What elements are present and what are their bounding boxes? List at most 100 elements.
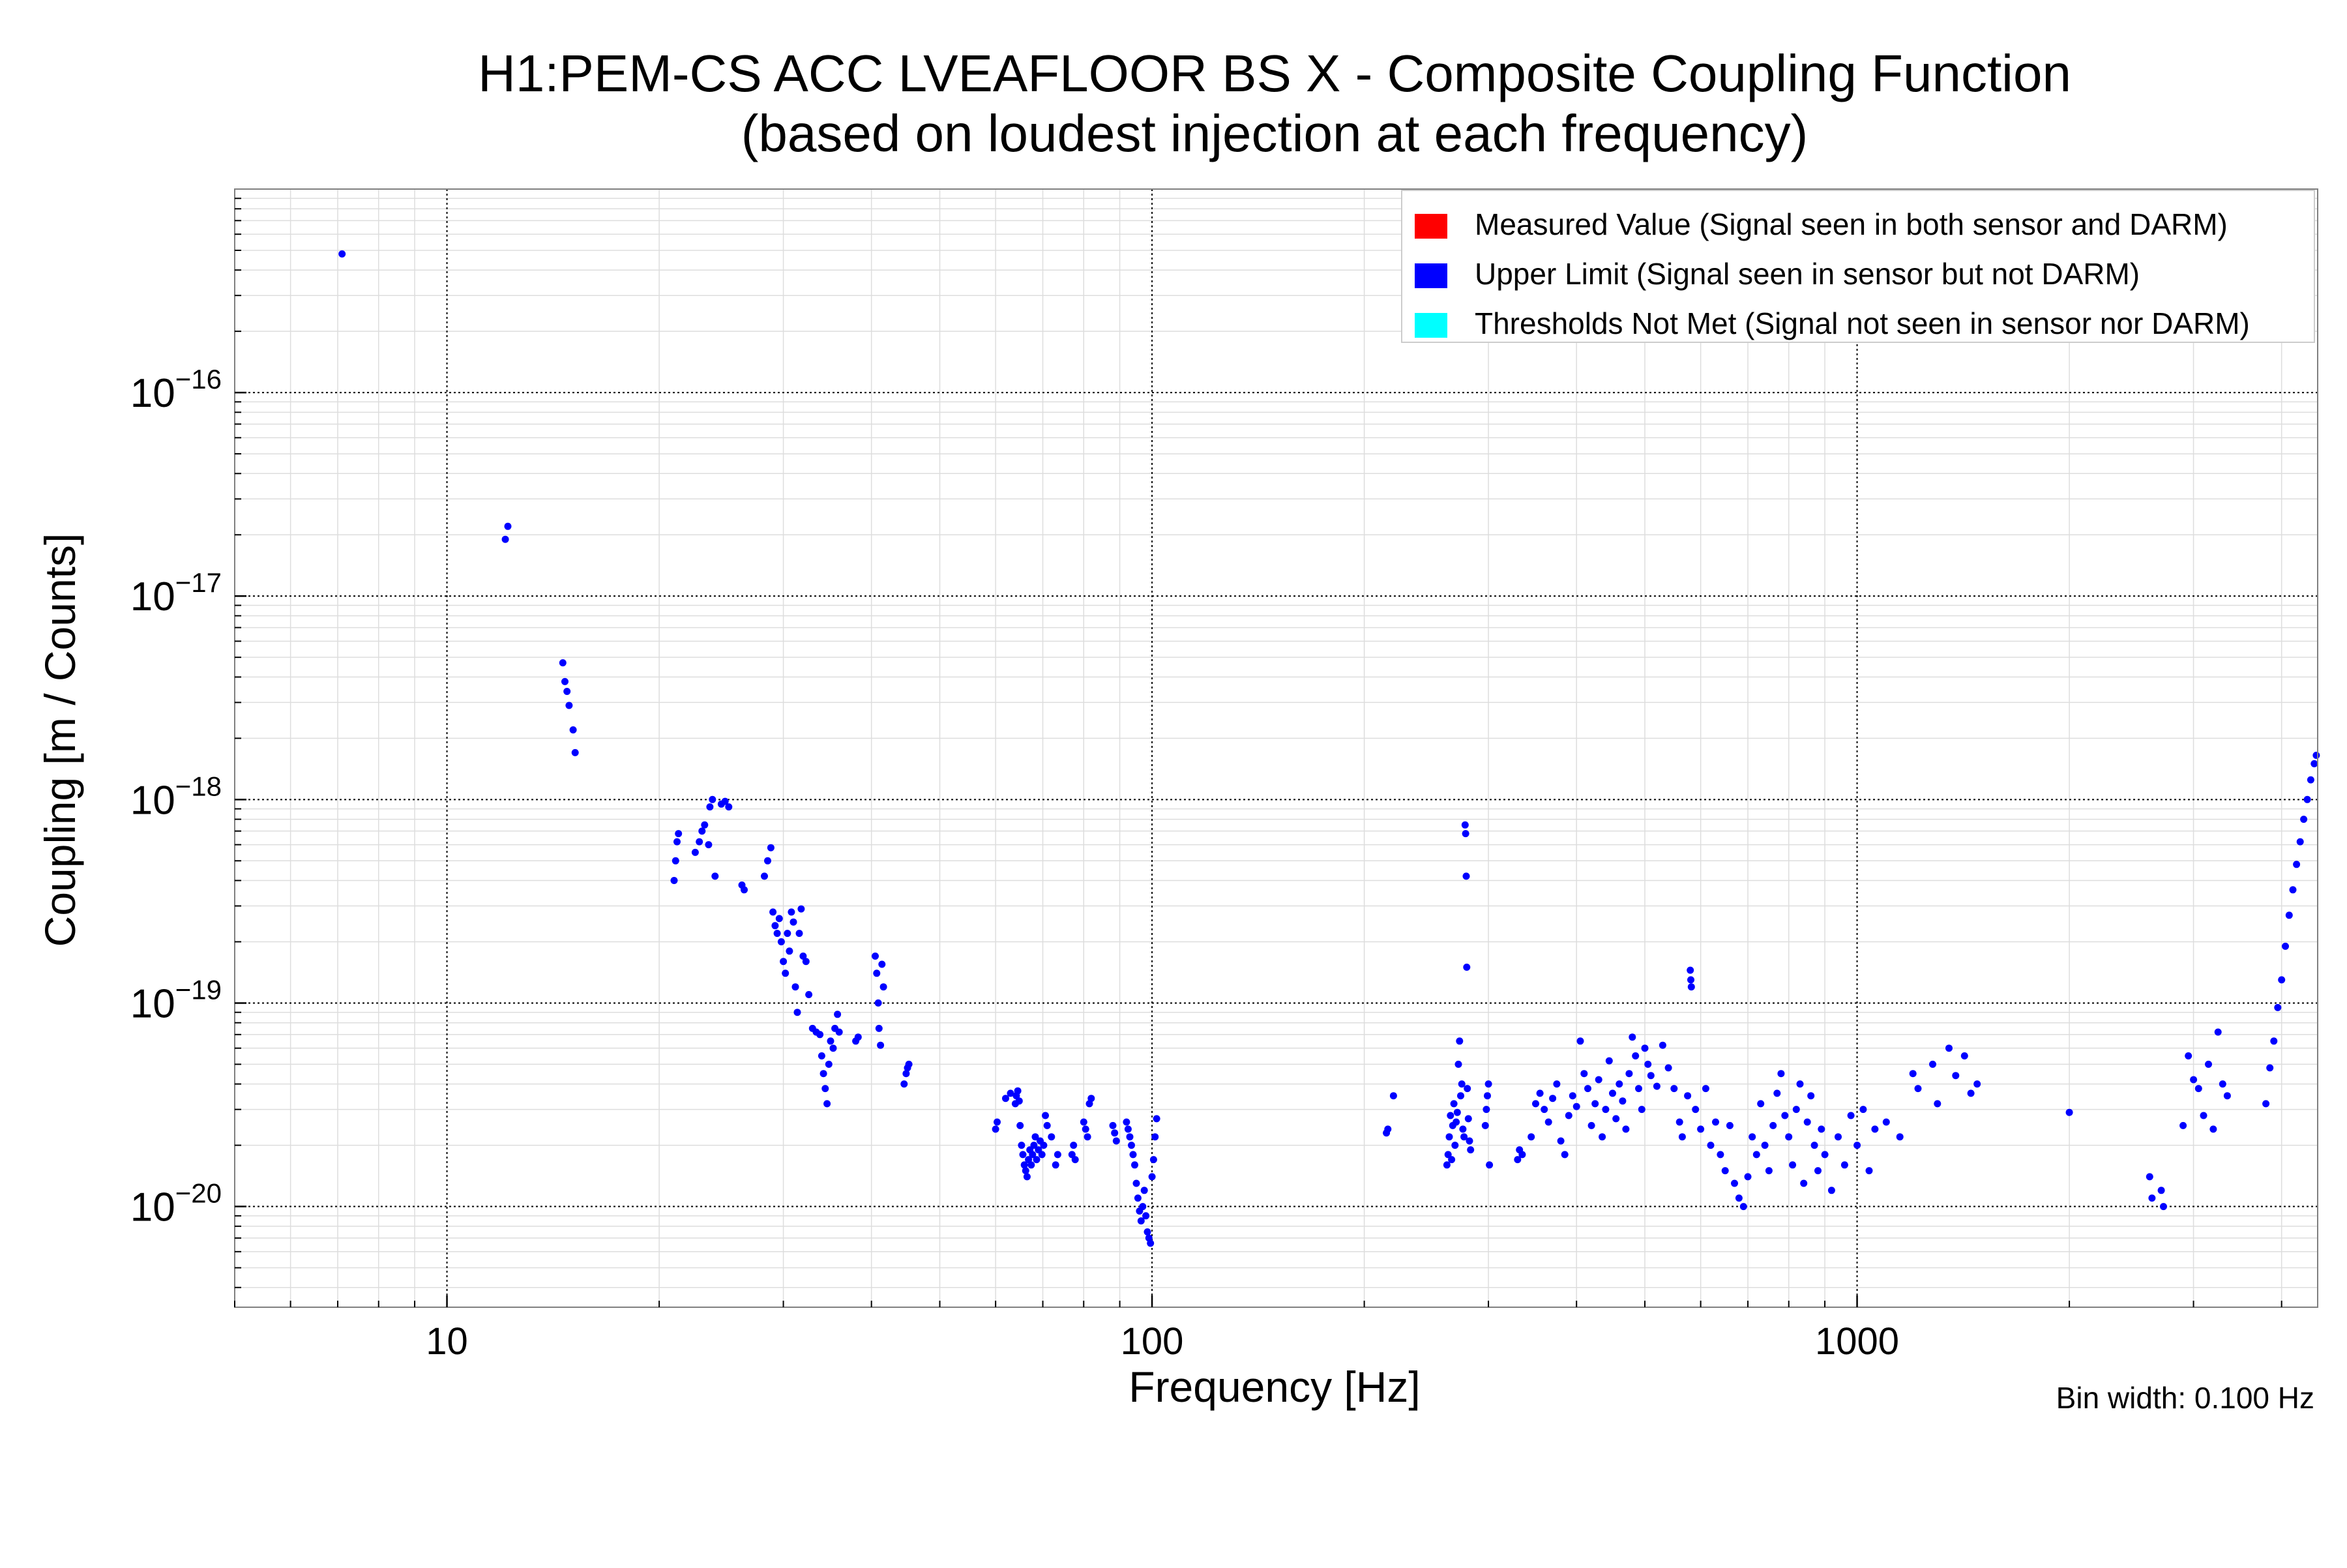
- data-point: [2303, 795, 2311, 803]
- data-point: [1126, 1133, 1134, 1141]
- data-point: [1803, 1118, 1811, 1126]
- data-point: [1757, 1100, 1765, 1108]
- data-point: [1015, 1097, 1023, 1105]
- data-point: [1744, 1173, 1752, 1181]
- data-point: [1712, 1118, 1719, 1126]
- data-point: [1557, 1137, 1565, 1145]
- data-point: [1702, 1085, 1709, 1093]
- data-point: [1111, 1129, 1119, 1137]
- data-point: [1018, 1142, 1026, 1149]
- data-point: [1040, 1142, 1048, 1149]
- data-point: [1023, 1173, 1031, 1181]
- data-point: [1605, 1057, 1613, 1065]
- data-point: [1451, 1142, 1459, 1149]
- data-point: [1859, 1106, 1867, 1114]
- data-point: [1461, 821, 1469, 829]
- data-point: [1591, 1100, 1599, 1108]
- data-point: [786, 947, 793, 955]
- data-point: [2190, 1076, 2198, 1084]
- data-point: [1635, 1085, 1642, 1093]
- data-point: [2209, 1125, 2217, 1133]
- data-point: [1735, 1194, 1743, 1202]
- x-axis-label: Frequency [Hz]: [1129, 1363, 1421, 1411]
- data-point: [1031, 1133, 1039, 1141]
- data-point: [1029, 1151, 1037, 1159]
- data-point: [780, 958, 788, 966]
- data-point: [1800, 1179, 1808, 1187]
- data-point: [1777, 1070, 1785, 1078]
- data-point: [1934, 1100, 1941, 1108]
- data-point: [900, 1080, 908, 1088]
- y-tick-label: 10−20: [130, 1178, 222, 1230]
- data-point: [2065, 1108, 2073, 1116]
- data-point: [1569, 1092, 1576, 1100]
- data-point: [1443, 1161, 1451, 1169]
- data-point: [1532, 1100, 1539, 1108]
- chart-title: H1:PEM-CS ACC LVEAFLOOR BS X - Composite…: [478, 44, 2071, 102]
- data-point: [1002, 1095, 1009, 1102]
- y-tick-label: 10−16: [130, 364, 222, 416]
- data-point: [1137, 1217, 1145, 1225]
- data-point: [1647, 1072, 1655, 1080]
- data-point: [1612, 1115, 1620, 1123]
- y-tick-label: 10−18: [130, 771, 222, 823]
- data-point: [559, 659, 567, 667]
- legend-label: Measured Value (Signal seen in both sens…: [1475, 207, 2228, 241]
- data-point: [1459, 1125, 1467, 1133]
- data-point: [1536, 1089, 1544, 1097]
- data-point: [790, 918, 797, 926]
- data-point: [1814, 1167, 1822, 1175]
- data-point: [1071, 1156, 1079, 1164]
- data-point: [777, 938, 785, 945]
- data-point: [1131, 1161, 1138, 1169]
- data-point: [1123, 1118, 1130, 1126]
- data-point: [1463, 964, 1471, 971]
- data-point: [819, 1070, 827, 1078]
- data-point: [1466, 1137, 1473, 1145]
- x-tick-label: 100: [1121, 1320, 1184, 1363]
- data-point: [1140, 1187, 1148, 1194]
- data-point: [1128, 1142, 1135, 1149]
- data-point: [741, 886, 748, 894]
- data-point: [2262, 1100, 2270, 1108]
- data-point: [2296, 838, 2304, 846]
- data-point: [1022, 1167, 1029, 1175]
- data-point: [1678, 1133, 1686, 1141]
- data-point: [706, 803, 714, 811]
- data-point: [775, 915, 783, 923]
- x-tick-label: 1000: [1815, 1320, 1899, 1363]
- data-point: [1016, 1121, 1024, 1129]
- data-point: [818, 1052, 825, 1059]
- data-point: [1454, 1060, 1462, 1068]
- data-point: [673, 838, 681, 846]
- data-point: [1112, 1137, 1120, 1145]
- data-point: [1142, 1212, 1150, 1220]
- data-point: [1602, 1106, 1610, 1114]
- data-point: [902, 1070, 910, 1078]
- data-point: [1638, 1106, 1646, 1114]
- data-point: [1038, 1151, 1046, 1159]
- data-point: [1644, 1060, 1652, 1068]
- data-point: [873, 969, 881, 977]
- data-point: [1619, 1097, 1627, 1105]
- data-point: [1595, 1076, 1602, 1084]
- data-point: [1622, 1125, 1630, 1133]
- data-point: [878, 960, 886, 968]
- data-point: [1149, 1156, 1157, 1164]
- data-point: [1789, 1161, 1797, 1169]
- data-point: [1810, 1142, 1818, 1149]
- data-point: [2146, 1173, 2153, 1181]
- data-point: [1749, 1133, 1756, 1141]
- data-point: [1447, 1112, 1454, 1119]
- chart-subtitle: (based on loudest injection at each freq…: [741, 104, 1808, 162]
- data-point: [1070, 1142, 1078, 1149]
- data-point: [767, 844, 775, 851]
- data-point: [795, 930, 803, 938]
- data-point: [2278, 976, 2286, 984]
- data-point: [788, 908, 795, 916]
- data-point: [827, 1037, 834, 1045]
- data-point: [701, 821, 709, 829]
- data-point: [1765, 1167, 1773, 1175]
- y-axis-ticks: 10−16 10−17 10−18 10−19 10−20: [130, 198, 246, 1288]
- data-point: [1134, 1194, 1142, 1202]
